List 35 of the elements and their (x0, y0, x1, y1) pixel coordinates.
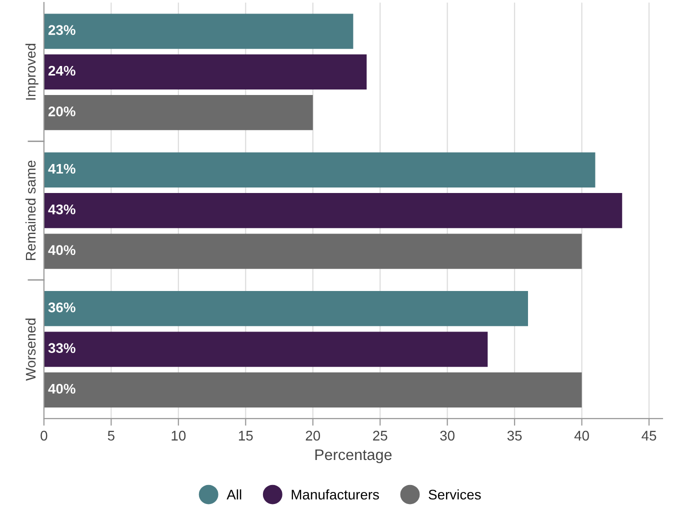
x-tick-label: 25 (373, 430, 388, 441)
bar (44, 193, 622, 228)
legend-label: Services (428, 489, 481, 500)
data-label: 23% (48, 25, 76, 36)
data-label: 20% (48, 106, 76, 116)
bar (44, 234, 582, 269)
x-tick-label: 45 (642, 430, 656, 441)
bar (44, 291, 528, 326)
data-label: 40% (48, 245, 76, 256)
bar (44, 54, 367, 90)
bar (44, 95, 313, 130)
x-tick-label: 15 (238, 430, 253, 441)
legend-label: All (226, 489, 242, 500)
bar (44, 372, 582, 408)
y-tick-label: Remained same (25, 160, 36, 260)
x-tick-label: 30 (440, 430, 455, 441)
x-tick-label: 20 (306, 430, 320, 441)
x-tick-label: 35 (507, 430, 522, 441)
x-tick-label: 5 (108, 430, 114, 441)
bar (44, 332, 488, 367)
x-axis-title: Percentage (315, 449, 392, 464)
data-label: 41% (48, 164, 76, 174)
legend-label: Manufacturers (292, 489, 379, 500)
x-tick-label: 40 (574, 430, 589, 441)
data-label: 43% (48, 204, 76, 214)
x-tick-label: 0 (40, 430, 48, 441)
bar (44, 14, 354, 49)
y-tick-label: Improved (25, 44, 38, 100)
data-label: 40% (48, 384, 76, 394)
data-label: 33% (48, 343, 76, 354)
bar (44, 152, 596, 188)
x-tick-label: 10 (172, 430, 186, 441)
data-label: 36% (48, 302, 76, 312)
y-tick-label: Worsened (25, 318, 36, 381)
data-label: 24% (48, 66, 76, 76)
